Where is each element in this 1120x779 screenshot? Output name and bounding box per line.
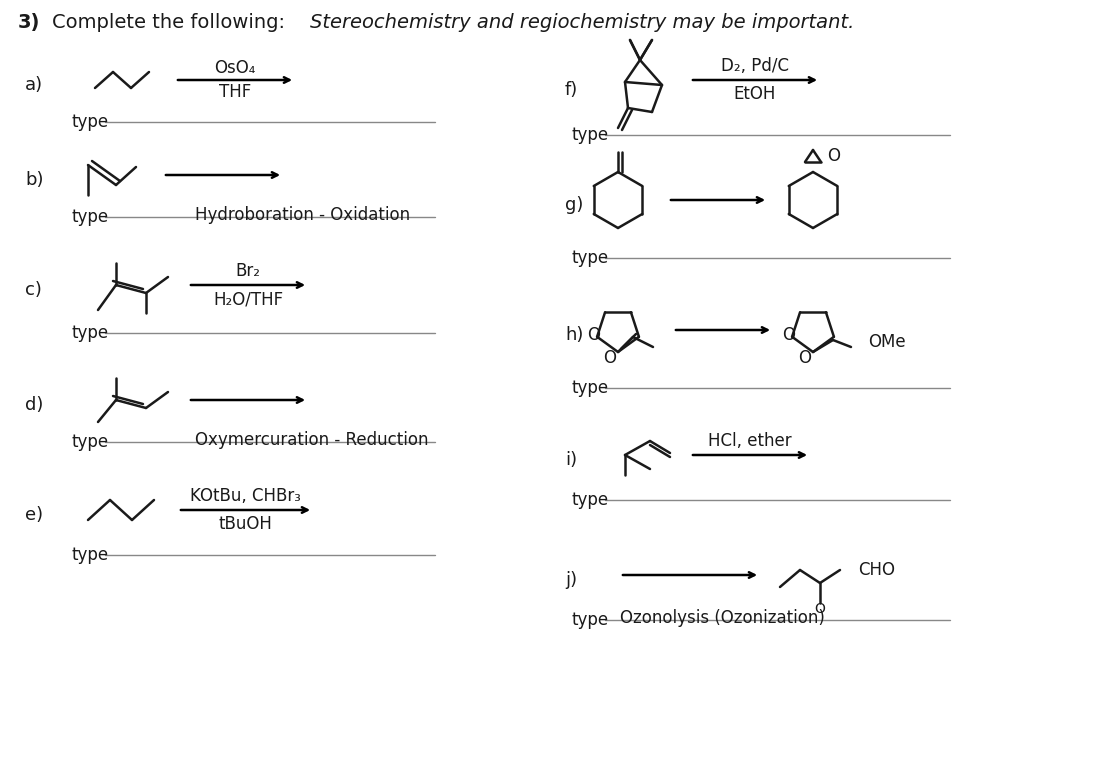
- Text: type: type: [572, 611, 609, 629]
- Text: H₂O/THF: H₂O/THF: [213, 290, 283, 308]
- Text: tBuOH: tBuOH: [218, 515, 272, 533]
- Text: O: O: [799, 349, 812, 367]
- Text: 3): 3): [18, 12, 40, 31]
- Text: type: type: [572, 379, 609, 397]
- Text: Hydroboration - Oxidation: Hydroboration - Oxidation: [195, 206, 410, 224]
- Text: KOtBu, CHBr₃: KOtBu, CHBr₃: [189, 487, 300, 505]
- Text: type: type: [572, 249, 609, 267]
- Text: D₂, Pd/C: D₂, Pd/C: [721, 57, 788, 75]
- Text: i): i): [564, 451, 577, 469]
- Text: type: type: [72, 324, 109, 342]
- Text: O: O: [827, 147, 840, 165]
- Text: THF: THF: [218, 83, 251, 101]
- Text: O: O: [588, 326, 600, 344]
- Text: h): h): [564, 326, 584, 344]
- Text: Oxymercuration - Reduction: Oxymercuration - Reduction: [195, 431, 429, 449]
- Text: O: O: [783, 326, 795, 344]
- Text: EtOH: EtOH: [734, 85, 776, 103]
- Text: f): f): [564, 81, 578, 99]
- Text: type: type: [572, 126, 609, 144]
- Text: type: type: [572, 491, 609, 509]
- Text: Br₂: Br₂: [235, 262, 261, 280]
- Text: type: type: [72, 433, 109, 451]
- Text: b): b): [25, 171, 44, 189]
- Text: O: O: [604, 349, 616, 367]
- Text: OMe: OMe: [868, 333, 906, 351]
- Text: Stereochemistry and regiochemistry may be important.: Stereochemistry and regiochemistry may b…: [310, 12, 855, 31]
- Text: type: type: [72, 208, 109, 226]
- Text: HCl, ether: HCl, ether: [708, 432, 792, 450]
- Text: CHO: CHO: [858, 561, 895, 579]
- Text: a): a): [25, 76, 44, 94]
- Text: e): e): [25, 506, 44, 524]
- Text: Ozonolysis (Ozonization): Ozonolysis (Ozonization): [620, 609, 824, 627]
- Text: O: O: [814, 602, 825, 616]
- Text: OsO₄: OsO₄: [214, 59, 255, 77]
- Text: type: type: [72, 113, 109, 131]
- Text: g): g): [564, 196, 584, 214]
- Text: d): d): [25, 396, 44, 414]
- Text: Complete the following:: Complete the following:: [52, 12, 291, 31]
- Text: j): j): [564, 571, 577, 589]
- Text: type: type: [72, 546, 109, 564]
- Text: c): c): [25, 281, 41, 299]
